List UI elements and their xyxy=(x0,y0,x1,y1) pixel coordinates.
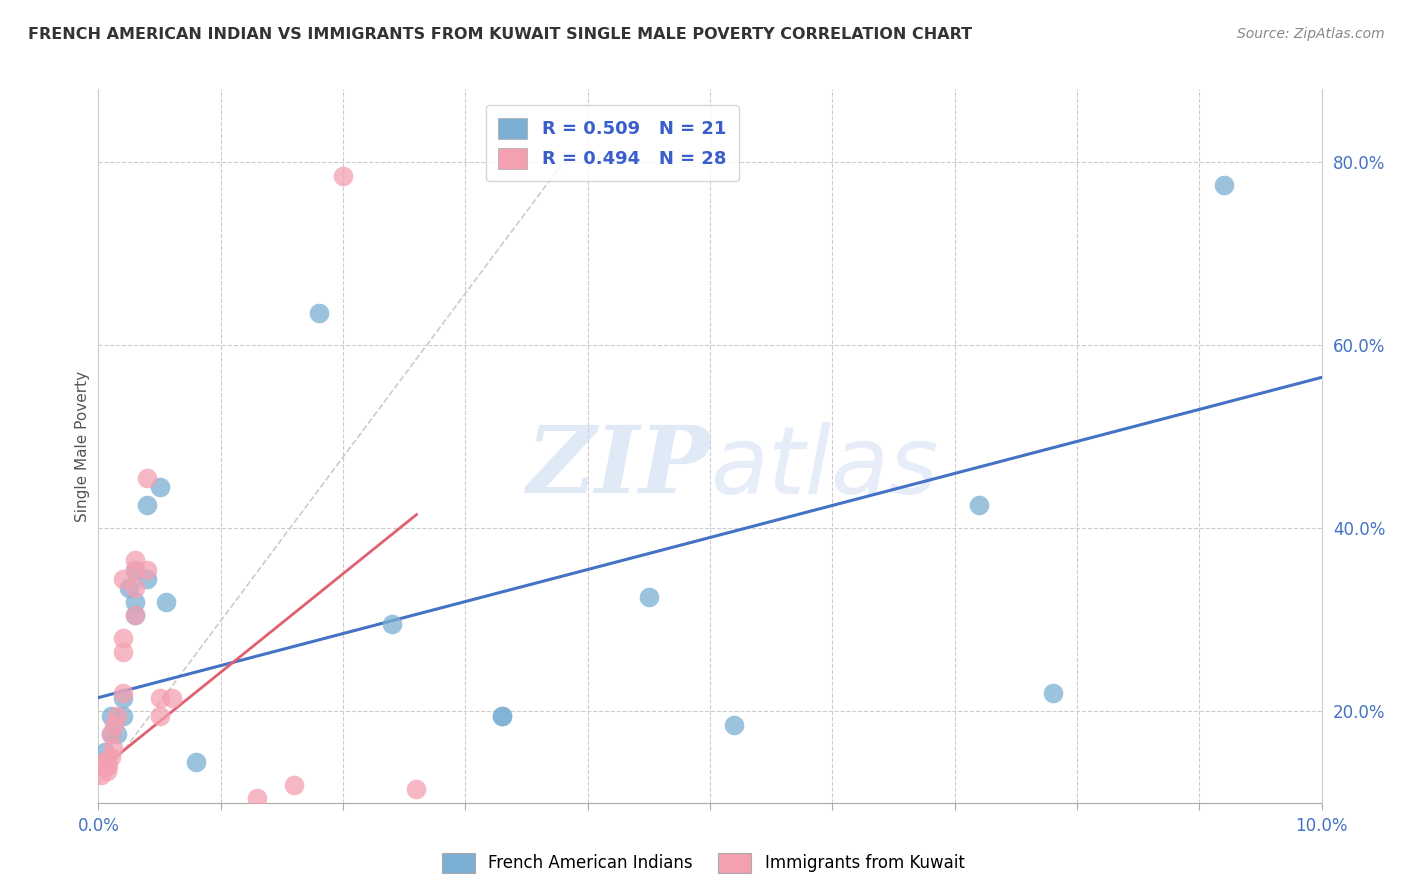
Legend: French American Indians, Immigrants from Kuwait: French American Indians, Immigrants from… xyxy=(434,847,972,880)
Point xyxy=(136,471,159,485)
Point xyxy=(246,791,269,805)
Point xyxy=(111,631,134,645)
Point xyxy=(100,727,122,741)
Point xyxy=(105,727,128,741)
Point xyxy=(491,709,513,723)
Point xyxy=(155,594,177,608)
Text: atlas: atlas xyxy=(710,422,938,513)
Point xyxy=(160,690,183,705)
Point xyxy=(118,581,141,595)
Point xyxy=(91,755,114,769)
Point xyxy=(637,590,661,604)
Point xyxy=(124,608,146,623)
Point xyxy=(283,777,305,791)
Point xyxy=(93,755,115,769)
Point xyxy=(111,645,134,659)
Text: Source: ZipAtlas.com: Source: ZipAtlas.com xyxy=(1237,27,1385,41)
Point xyxy=(97,759,120,773)
Point xyxy=(136,499,159,513)
Point xyxy=(405,814,427,829)
Point xyxy=(100,727,122,741)
Point xyxy=(93,746,115,760)
Point xyxy=(381,617,404,632)
Point xyxy=(723,718,745,732)
Text: FRENCH AMERICAN INDIAN VS IMMIGRANTS FROM KUWAIT SINGLE MALE POVERTY CORRELATION: FRENCH AMERICAN INDIAN VS IMMIGRANTS FRO… xyxy=(28,27,972,42)
Point xyxy=(124,608,146,623)
Point xyxy=(124,562,146,576)
Point xyxy=(91,759,114,773)
Text: ZIP: ZIP xyxy=(526,423,710,512)
Y-axis label: Single Male Poverty: Single Male Poverty xyxy=(75,370,90,522)
Legend: R = 0.509   N = 21, R = 0.494   N = 28: R = 0.509 N = 21, R = 0.494 N = 28 xyxy=(485,105,738,181)
Point xyxy=(100,709,122,723)
Point xyxy=(136,562,159,576)
Point xyxy=(149,690,172,705)
Point xyxy=(186,755,208,769)
Point xyxy=(105,709,128,723)
Point xyxy=(332,169,354,183)
Point xyxy=(491,709,513,723)
Point xyxy=(124,581,146,595)
Point xyxy=(405,782,427,797)
Point xyxy=(90,768,112,782)
Point xyxy=(124,562,146,576)
Point xyxy=(111,686,134,700)
Point xyxy=(111,572,134,586)
Point xyxy=(111,709,134,723)
Point xyxy=(103,718,125,732)
Point xyxy=(101,740,124,755)
Point xyxy=(149,480,172,494)
Point xyxy=(124,553,146,567)
Point xyxy=(94,759,117,773)
Point xyxy=(149,709,172,723)
Point xyxy=(308,306,330,320)
Point xyxy=(1212,178,1234,193)
Point xyxy=(1042,686,1064,700)
Point xyxy=(136,572,159,586)
Point xyxy=(96,764,118,778)
Point xyxy=(967,499,990,513)
Point xyxy=(111,690,134,705)
Point xyxy=(124,594,146,608)
Point xyxy=(100,750,122,764)
